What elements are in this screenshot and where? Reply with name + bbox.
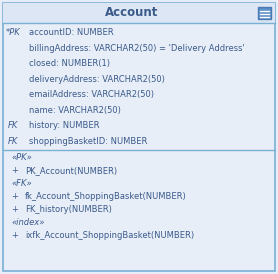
Text: billingAddress: VARCHAR2(50) = 'Delivery Address': billingAddress: VARCHAR2(50) = 'Delivery…: [29, 44, 245, 53]
Text: FK: FK: [8, 121, 18, 130]
Text: history: NUMBER: history: NUMBER: [29, 121, 100, 130]
Text: «index»: «index»: [11, 218, 44, 227]
Text: +: +: [11, 192, 18, 201]
Text: *PK: *PK: [6, 28, 21, 37]
Bar: [3, 3, 275, 23]
Text: «PK»: «PK»: [11, 153, 32, 162]
Text: Account: Account: [105, 7, 159, 19]
Text: closed: NUMBER(1): closed: NUMBER(1): [29, 59, 110, 68]
Text: PK_Account(NUMBER): PK_Account(NUMBER): [25, 166, 117, 175]
Bar: [258, 7, 271, 19]
Text: accountID: NUMBER: accountID: NUMBER: [29, 28, 114, 37]
Text: deliveryAddress: VARCHAR2(50): deliveryAddress: VARCHAR2(50): [29, 75, 165, 84]
Text: shoppingBasketID: NUMBER: shoppingBasketID: NUMBER: [29, 137, 147, 146]
Text: «FK»: «FK»: [11, 179, 32, 188]
Text: +: +: [11, 205, 18, 214]
Text: FK_history(NUMBER): FK_history(NUMBER): [25, 205, 112, 214]
Text: +: +: [11, 231, 18, 240]
Text: FK: FK: [8, 137, 18, 146]
Text: name: VARCHAR2(50): name: VARCHAR2(50): [29, 106, 121, 115]
Text: emailAddress: VARCHAR2(50): emailAddress: VARCHAR2(50): [29, 90, 154, 99]
Text: ixfk_Account_ShoppingBasket(NUMBER): ixfk_Account_ShoppingBasket(NUMBER): [25, 231, 194, 240]
Text: fk_Account_ShoppingBasket(NUMBER): fk_Account_ShoppingBasket(NUMBER): [25, 192, 187, 201]
Text: +: +: [11, 166, 18, 175]
